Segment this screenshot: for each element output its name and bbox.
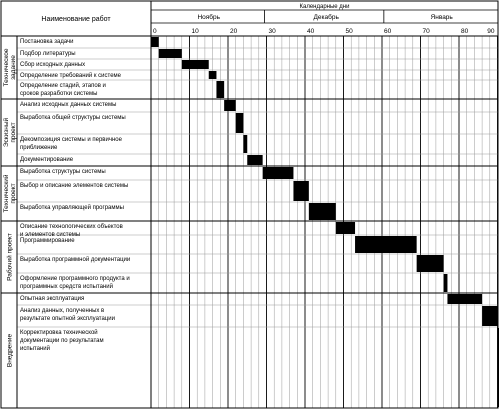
task-label: Выработка общей структуры системы bbox=[20, 114, 126, 121]
task-label: Выбор и описание элементов системы bbox=[20, 183, 128, 189]
phase-label: Техническое bbox=[3, 48, 10, 86]
task-bar bbox=[308, 203, 336, 220]
day-tick-label: 60 bbox=[384, 28, 392, 35]
task-label: Декомпозиция системы и первичное bbox=[20, 137, 123, 143]
day-tick-label: 90 bbox=[487, 28, 495, 35]
task-label: испытаний bbox=[20, 345, 50, 352]
phase-label: Рабочий проект bbox=[6, 233, 14, 281]
month-label: Декабрь bbox=[314, 13, 340, 21]
phase-label: Эскизный bbox=[2, 118, 10, 148]
task-label: Корректировка технической bbox=[20, 329, 98, 336]
phase-label: Технический bbox=[2, 174, 10, 212]
phase-label: проект bbox=[10, 183, 17, 203]
phase-label-group: Техническое задание bbox=[3, 48, 17, 86]
task-bar bbox=[443, 274, 448, 292]
task-label: Документирование bbox=[20, 157, 74, 163]
phase-label: задание bbox=[10, 55, 17, 80]
task-label: Опытная эксплуатация bbox=[20, 296, 84, 302]
task-bar bbox=[355, 236, 417, 253]
task-label: Описание технологических объектов bbox=[20, 224, 123, 230]
phase-label-group: Рабочий проект bbox=[6, 233, 14, 281]
task-bar bbox=[181, 60, 209, 69]
task-label: Сбор исходных данных bbox=[20, 62, 85, 68]
task-column-header: Наименование работ bbox=[41, 15, 111, 23]
day-tick-label: 20 bbox=[230, 28, 238, 35]
task-bar bbox=[447, 294, 483, 304]
day-tick-label: 80 bbox=[461, 28, 469, 35]
task-label: приближение bbox=[20, 145, 58, 151]
task-label: Определение требований к системе bbox=[20, 72, 122, 79]
task-label: Выработка программной документации bbox=[20, 256, 130, 263]
day-tick-label: 70 bbox=[423, 28, 431, 35]
day-tick-label: 10 bbox=[192, 28, 200, 35]
task-bar bbox=[208, 71, 217, 79]
calendar-header: Календарные дни bbox=[300, 4, 350, 10]
task-bar bbox=[335, 222, 356, 234]
task-bar bbox=[262, 167, 294, 179]
task-label: Анализ исходных данных системы bbox=[20, 102, 116, 108]
day-tick-label: 50 bbox=[346, 28, 354, 35]
task-label: сроков разработки системы bbox=[20, 91, 97, 97]
phase-label-group: Эскизный проект bbox=[2, 118, 17, 148]
task-bar bbox=[416, 255, 444, 272]
task-label: программных средств испытаний bbox=[20, 283, 113, 290]
task-label: Подбор литературы bbox=[20, 51, 76, 57]
task-label: документации по результатам bbox=[20, 338, 104, 344]
task-bar bbox=[235, 113, 244, 133]
phase-label: Внедрение bbox=[7, 333, 14, 367]
phase-label-group: Внедрение bbox=[7, 333, 14, 367]
task-bar bbox=[293, 181, 309, 201]
task-label: Постановка задачи bbox=[20, 39, 74, 45]
task-label: результате опытной эксплуатации bbox=[20, 315, 115, 322]
task-bar bbox=[224, 100, 236, 111]
task-label: и элементов системы bbox=[20, 232, 80, 238]
task-bar bbox=[158, 49, 182, 58]
task-label: Оформление программного продукта и bbox=[20, 276, 130, 282]
task-bar bbox=[482, 306, 498, 326]
task-bar bbox=[151, 37, 159, 47]
phase-label: проект bbox=[10, 122, 17, 142]
month-label: Январь bbox=[431, 14, 454, 21]
task-label: Анализ данных, полученных в bbox=[20, 308, 104, 314]
task-label: Выработка управляющей программы bbox=[20, 204, 124, 211]
task-bar bbox=[247, 155, 263, 165]
task-label: Программирование bbox=[20, 238, 75, 244]
task-label: Выработка структуры системы bbox=[20, 169, 106, 175]
task-label: Определение стадий, этапов и bbox=[20, 82, 106, 89]
day-tick-label: 30 bbox=[269, 28, 277, 35]
task-bar bbox=[216, 81, 225, 98]
day-tick-label: 40 bbox=[307, 28, 315, 35]
task-bar bbox=[243, 135, 248, 153]
day-tick-label: 0 bbox=[153, 28, 157, 35]
phase-label-group: Технический проект bbox=[2, 174, 17, 212]
month-label: Ноябрь bbox=[197, 13, 220, 21]
